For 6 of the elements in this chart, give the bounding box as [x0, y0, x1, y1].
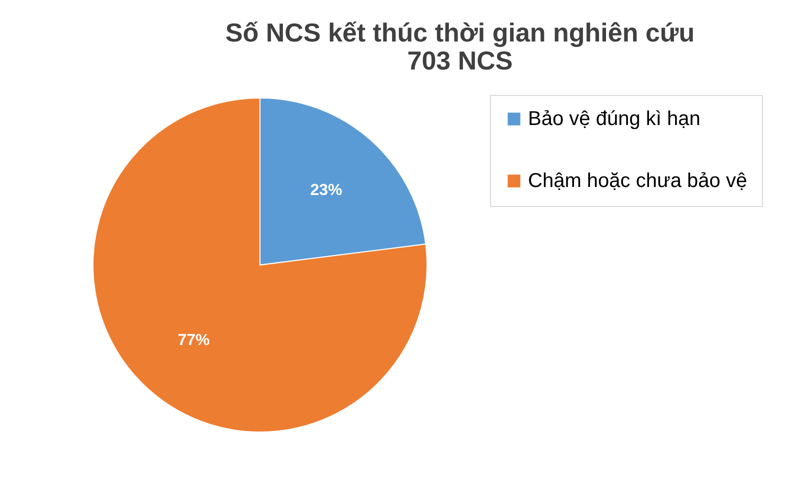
legend-label: Bảo vệ đúng kì hạn — [528, 108, 700, 130]
data-label: 23% — [310, 182, 342, 199]
legend-label: Chậm hoặc chưa bảo vệ — [528, 170, 748, 192]
data-label: 77% — [178, 332, 210, 350]
pie-slice — [92, 98, 428, 432]
chart-title: Số NCS kết thúc thời gian nghiên cứu 703 NCS — [225, 18, 695, 76]
